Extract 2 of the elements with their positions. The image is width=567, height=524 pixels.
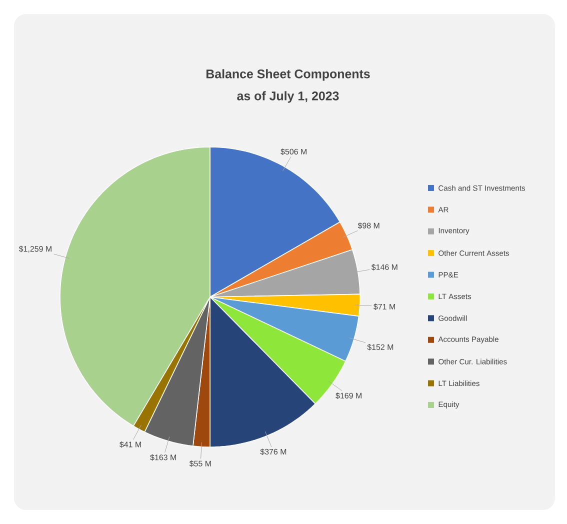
chart-title: Balance Sheet Components (206, 69, 370, 81)
chart-subtitle: as of July 1, 2023 (237, 91, 339, 103)
